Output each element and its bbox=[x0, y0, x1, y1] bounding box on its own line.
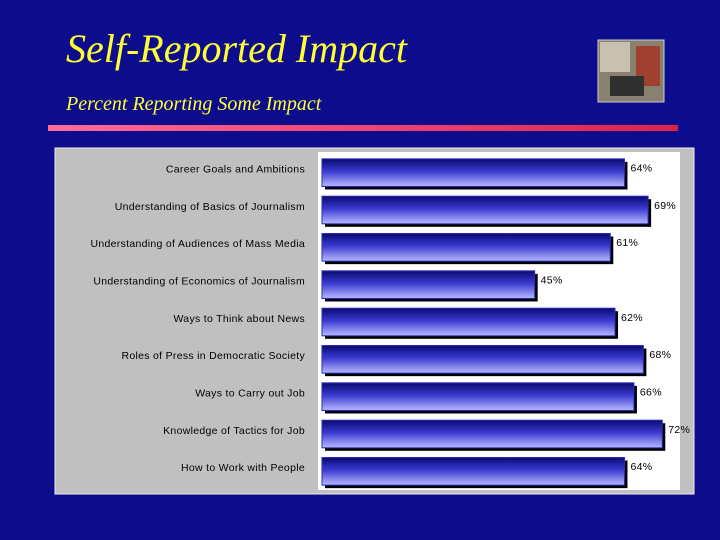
title: Self-Reported Impact bbox=[66, 26, 408, 71]
photo bbox=[597, 39, 665, 103]
category-label: Understanding of Economics of Journalism bbox=[93, 275, 305, 287]
value-label: 61% bbox=[616, 237, 638, 249]
bar bbox=[321, 233, 611, 262]
subtitle: Percent Reporting Some Impact bbox=[65, 93, 322, 115]
category-label: Understanding of Audiences of Mass Media bbox=[90, 238, 305, 250]
value-label: 64% bbox=[630, 461, 652, 473]
bar bbox=[321, 158, 625, 187]
value-label: 68% bbox=[649, 349, 671, 361]
bar bbox=[321, 270, 536, 299]
value-label: 62% bbox=[621, 312, 643, 324]
value-label: 64% bbox=[630, 162, 652, 174]
value-label: 66% bbox=[640, 386, 662, 398]
bar bbox=[321, 382, 635, 411]
bar bbox=[321, 195, 649, 225]
category-label: Roles of Press in Democratic Society bbox=[121, 350, 305, 362]
bar bbox=[321, 307, 616, 337]
category-label: Understanding of Basics of Journalism bbox=[115, 201, 305, 213]
value-label: 69% bbox=[654, 200, 676, 212]
bar bbox=[321, 419, 663, 449]
category-label: Knowledge of Tactics for Job bbox=[163, 425, 305, 437]
value-label: 45% bbox=[541, 274, 563, 286]
category-label: Ways to Carry out Job bbox=[195, 387, 305, 399]
category-label: Career Goals and Ambitions bbox=[166, 163, 305, 175]
bar bbox=[321, 457, 625, 486]
divider bbox=[48, 125, 678, 131]
category-label: Ways to Think about News bbox=[173, 313, 305, 325]
category-label: How to Work with People bbox=[181, 462, 305, 474]
bar bbox=[321, 345, 644, 374]
value-label: 72% bbox=[668, 424, 690, 436]
